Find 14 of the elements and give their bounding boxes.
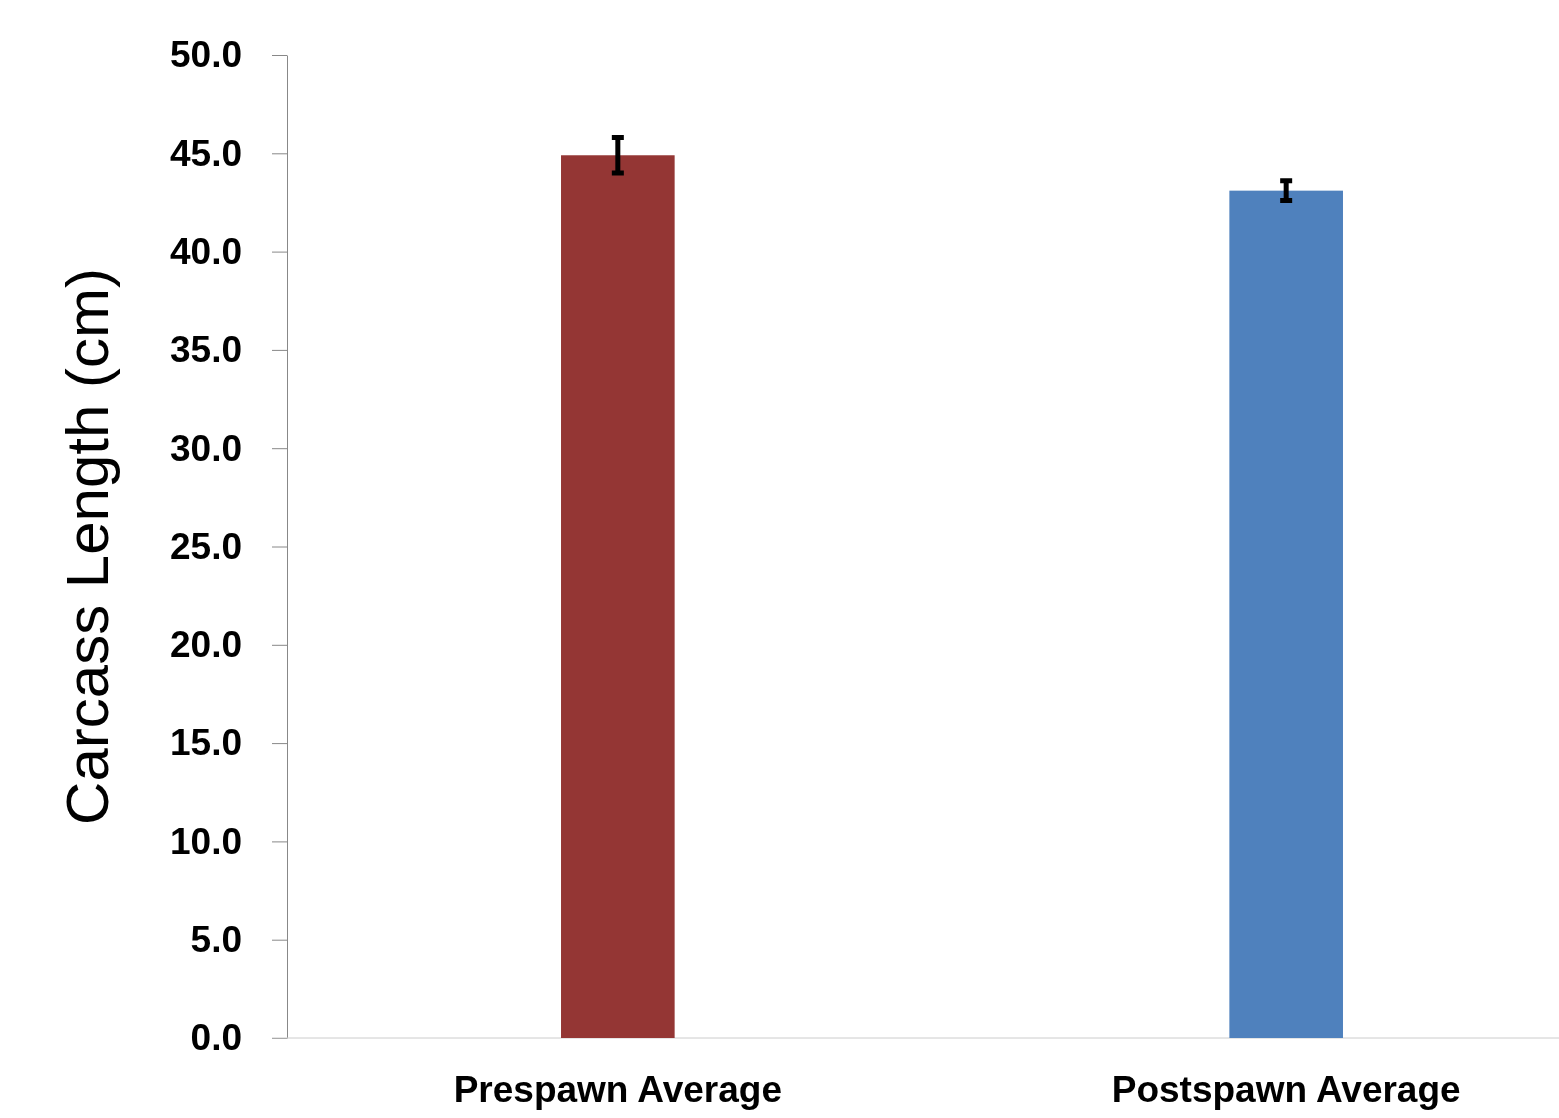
y-tick-label: 10.0 (169, 820, 242, 862)
y-axis-title: Carcass Length (cm) (54, 268, 121, 825)
y-tick-label: 40.0 (169, 230, 242, 272)
y-tick-label: 35.0 (169, 329, 242, 371)
y-tick-label: 20.0 (169, 624, 242, 666)
y-tick-label: 45.0 (169, 132, 242, 174)
x-tick-label: Prespawn Average (453, 1069, 783, 1111)
y-tick-label: 0.0 (190, 1017, 242, 1059)
x-tick-label: Postspawn Average (1111, 1069, 1461, 1111)
y-tick-label: 50.0 (169, 34, 242, 76)
y-tick-label: 5.0 (190, 919, 242, 961)
y-tick-label: 15.0 (169, 722, 242, 764)
y-tick-label: 25.0 (169, 525, 242, 567)
y-tick-label: 30.0 (169, 427, 242, 469)
